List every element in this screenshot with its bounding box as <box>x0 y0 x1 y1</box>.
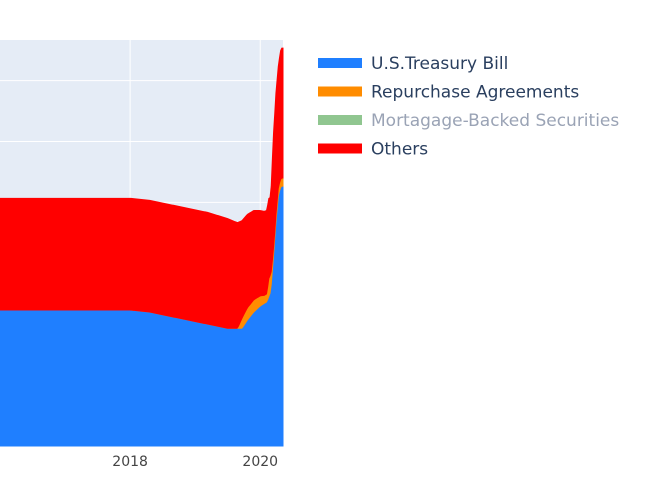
x-axis-ticks: 2018 2020 <box>112 454 278 470</box>
x-tick-label-2018: 2018 <box>112 454 148 470</box>
area-others <box>0 47 284 329</box>
legend-swatch <box>318 115 362 125</box>
legend-label: Repurchase Agreements <box>371 83 579 103</box>
legend-item-2[interactable]: Repurchase Agreements <box>318 83 579 103</box>
legend-swatch <box>318 58 362 68</box>
legend-item-4[interactable]: Others <box>318 140 428 160</box>
legend-label: Mortagage-Backed Securities <box>371 111 619 131</box>
x-tick-label-2020: 2020 <box>242 454 278 470</box>
legend-label: U.S.Treasury Bill <box>371 54 508 74</box>
area-series <box>0 47 284 447</box>
legend: U.S.Treasury Bill Repurchase Agreements Mo… <box>318 54 619 160</box>
legend-item-1[interactable]: U.S.Treasury Bill <box>318 54 508 74</box>
legend-swatch <box>318 143 362 154</box>
legend-label: Others <box>371 140 428 160</box>
legend-item-3[interactable]: Mortagage-Backed Securities <box>318 111 619 131</box>
legend-swatch <box>318 86 362 97</box>
